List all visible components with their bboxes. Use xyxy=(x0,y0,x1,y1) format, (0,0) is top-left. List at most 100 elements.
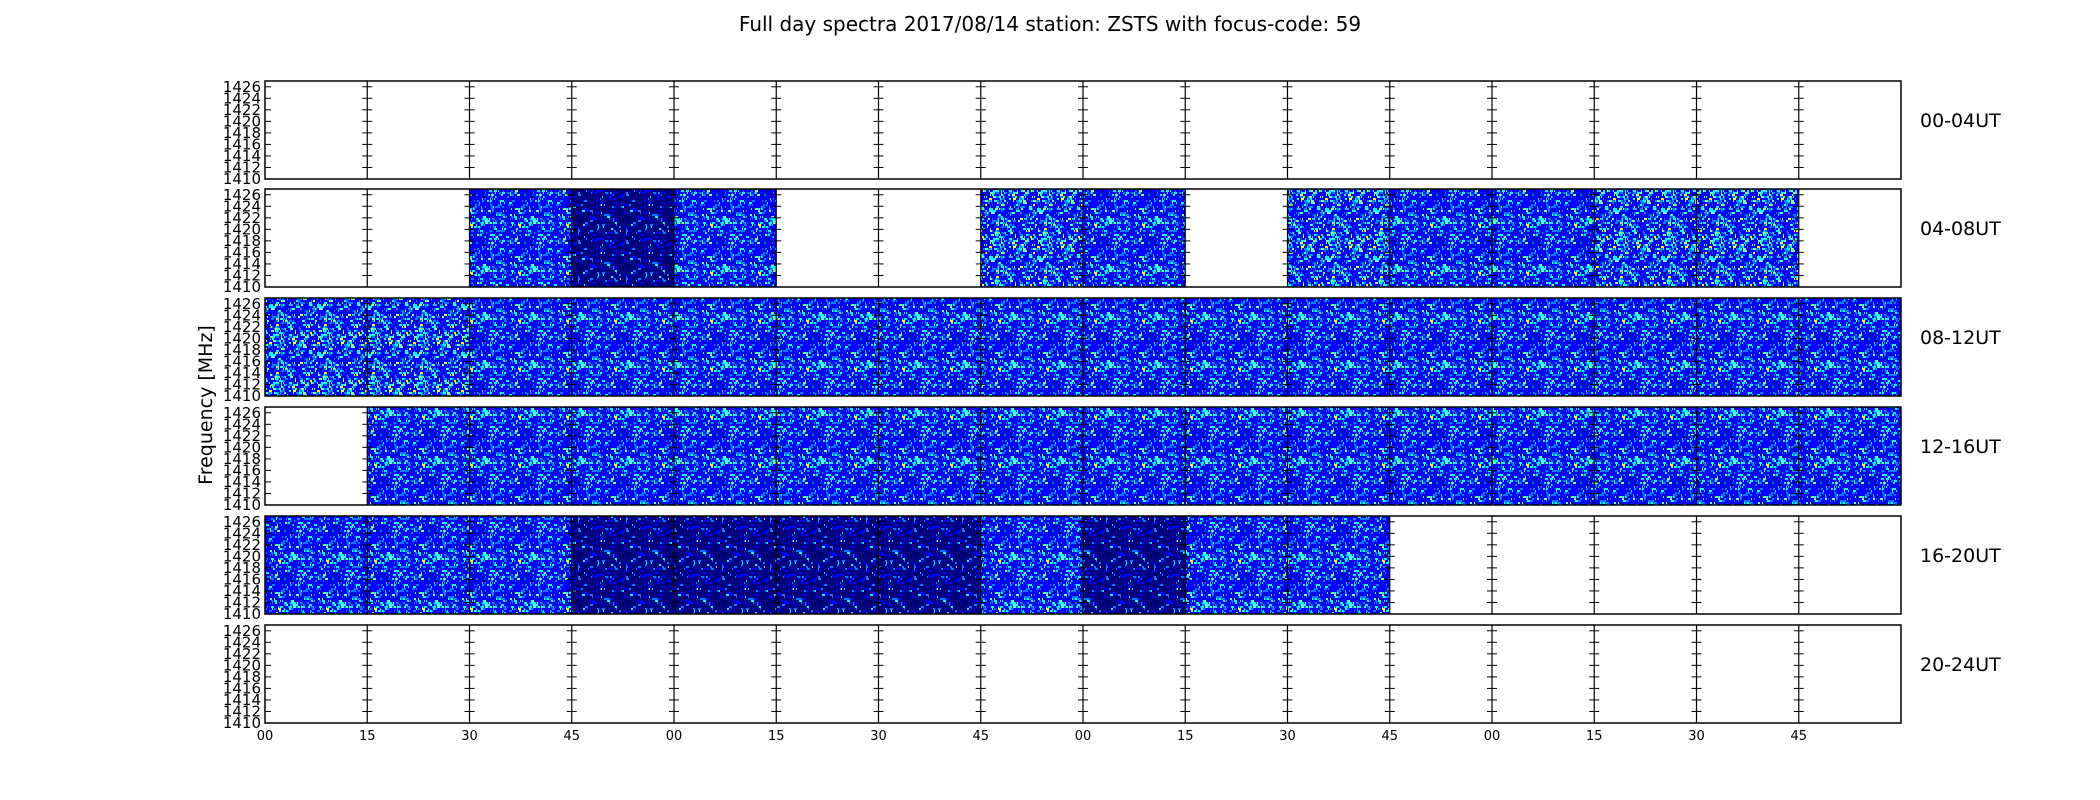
spectrum-tile xyxy=(1083,298,1186,396)
spectrum-tile xyxy=(265,516,368,614)
y-tick-label: 1420 xyxy=(223,656,261,674)
y-tick-label: 1422 xyxy=(223,427,261,445)
spectrum-tile xyxy=(1287,189,1390,287)
spectrum-tile xyxy=(1798,407,1901,505)
row-frame xyxy=(264,80,1902,180)
x-tick-label: 15 xyxy=(768,729,785,744)
y-tick-label: 1420 xyxy=(223,547,261,565)
y-tick-label: 1412 xyxy=(223,375,261,393)
y-tick-label: 1412 xyxy=(223,593,261,611)
x-tick-label: 45 xyxy=(1381,729,1398,744)
y-tick-label: 1424 xyxy=(223,89,261,107)
y-tick-label: 1426 xyxy=(223,513,261,531)
y-axis-label: Frequency [MHz] xyxy=(195,325,217,485)
y-tick-label: 1416 xyxy=(223,243,261,261)
spectrum-tile xyxy=(776,298,879,396)
spectrum-tile xyxy=(469,516,572,614)
y-tick-label: 1424 xyxy=(223,197,261,215)
spectrum-tile xyxy=(674,189,777,287)
spectrum-tile xyxy=(265,298,368,396)
spectrum-tile xyxy=(1389,298,1492,396)
y-tick-label: 1424 xyxy=(223,524,261,542)
y-tick-label: 1422 xyxy=(223,209,261,227)
spectra-panels: 14101412141414161418142014221424142600-0… xyxy=(223,78,2001,744)
row-label: 00-04UT xyxy=(1920,110,2001,132)
spectrum-tile xyxy=(1389,189,1492,287)
y-tick-label: 1416 xyxy=(223,135,261,153)
y-tick-label: 1410 xyxy=(223,714,261,732)
row-frame xyxy=(264,624,1902,724)
spectrum-tile xyxy=(1083,407,1186,505)
y-tick-label: 1412 xyxy=(223,484,261,502)
y-tick-label: 1412 xyxy=(223,266,261,284)
spectrum-tile xyxy=(1492,298,1595,396)
row-frame xyxy=(264,406,1902,506)
y-tick-label: 1420 xyxy=(223,220,261,238)
y-tick-label: 1424 xyxy=(223,306,261,324)
spectrum-tile xyxy=(469,189,572,287)
row-frame xyxy=(264,515,1902,615)
spectrum-tile xyxy=(1287,516,1390,614)
x-tick-label: 15 xyxy=(1586,729,1603,744)
y-tick-label: 1414 xyxy=(223,473,261,491)
y-tick-label: 1412 xyxy=(223,158,261,176)
y-tick-label: 1414 xyxy=(223,691,261,709)
spectrum-tile xyxy=(1594,407,1697,505)
spectrum-tile xyxy=(1083,189,1186,287)
y-tick-label: 1410 xyxy=(223,496,261,514)
spectrum-tile xyxy=(980,516,1083,614)
y-tick-label: 1426 xyxy=(223,78,261,96)
spectrum-tile xyxy=(1185,516,1288,614)
spectrum-tile xyxy=(674,298,777,396)
x-tick-label: 30 xyxy=(870,729,887,744)
y-tick-label: 1422 xyxy=(223,101,261,119)
y-tick-label: 1418 xyxy=(223,341,261,359)
spectrum-tile xyxy=(1696,189,1799,287)
y-tick-label: 1422 xyxy=(223,536,261,554)
y-tick-label: 1410 xyxy=(223,387,261,405)
spectrum-tile xyxy=(571,407,674,505)
x-tick-label: 30 xyxy=(461,729,478,744)
x-tick-label: 30 xyxy=(1688,729,1705,744)
spectrum-tile xyxy=(674,407,777,505)
spectrum-tile xyxy=(980,298,1083,396)
spectrum-tile xyxy=(878,298,981,396)
y-tick-label: 1418 xyxy=(223,450,261,468)
x-tick-label: 00 xyxy=(666,729,683,744)
y-tick-label: 1424 xyxy=(223,415,261,433)
y-tick-label: 1416 xyxy=(223,570,261,588)
spectrum-tile xyxy=(1083,516,1186,614)
spectrum-tile xyxy=(674,516,777,614)
y-tick-label: 1416 xyxy=(223,679,261,697)
spectrum-tile xyxy=(1594,298,1697,396)
y-tick-label: 1418 xyxy=(223,124,261,142)
spectrum-tile xyxy=(1696,407,1799,505)
row-frame xyxy=(264,188,1902,288)
y-tick-label: 1416 xyxy=(223,352,261,370)
chart-title: Full day spectra 2017/08/14 station: ZST… xyxy=(739,12,1361,36)
y-tick-label: 1414 xyxy=(223,364,261,382)
spectrum-tile xyxy=(367,516,470,614)
y-tick-label: 1412 xyxy=(223,702,261,720)
y-tick-label: 1426 xyxy=(223,404,261,422)
x-tick-label: 00 xyxy=(1075,729,1092,744)
spectrum-tile xyxy=(367,298,470,396)
spectrum-tile xyxy=(1492,189,1595,287)
y-tick-label: 1420 xyxy=(223,438,261,456)
spectrum-tile xyxy=(571,189,674,287)
y-tick-label: 1426 xyxy=(223,295,261,313)
row-label: 04-08UT xyxy=(1920,218,2001,240)
spectrum-tile xyxy=(878,407,981,505)
row-label: 12-16UT xyxy=(1920,436,2001,458)
spectrum-tile xyxy=(571,516,674,614)
row-label: 20-24UT xyxy=(1920,654,2001,676)
x-tick-label: 00 xyxy=(1484,729,1501,744)
x-tick-label: 45 xyxy=(563,729,580,744)
row-label: 16-20UT xyxy=(1920,545,2001,567)
spectrum-tile xyxy=(1798,298,1901,396)
